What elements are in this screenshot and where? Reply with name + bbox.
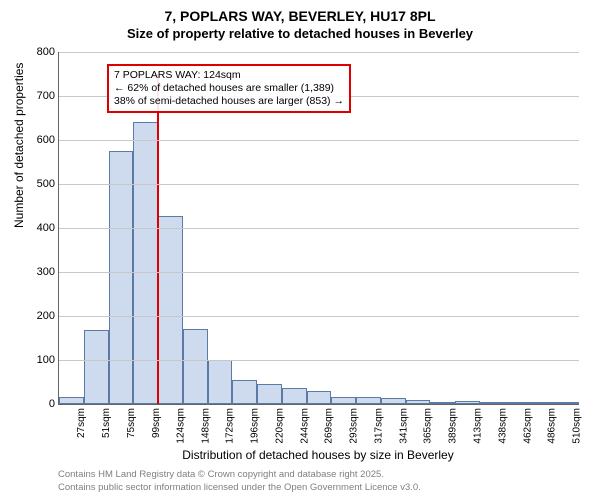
bar — [282, 388, 307, 404]
bar — [356, 397, 381, 404]
y-tick-label: 800 — [27, 46, 55, 58]
annotation-box: 7 POPLARS WAY: 124sqm← 62% of detached h… — [107, 64, 351, 113]
x-tick-label: 99sqm — [151, 404, 162, 438]
x-tick-label: 462sqm — [522, 404, 533, 444]
bar — [208, 360, 233, 404]
x-tick-label: 269sqm — [324, 404, 335, 444]
attribution-line1: Contains HM Land Registry data © Crown c… — [58, 469, 421, 481]
chart-subtitle: Size of property relative to detached ho… — [0, 26, 600, 41]
y-gridline — [59, 184, 579, 185]
x-tick-label: 27sqm — [76, 404, 87, 438]
x-tick-label: 244sqm — [299, 404, 310, 444]
y-gridline — [59, 228, 579, 229]
bar — [232, 380, 257, 404]
y-tick-label: 300 — [27, 266, 55, 278]
y-gridline — [59, 360, 579, 361]
attribution: Contains HM Land Registry data © Crown c… — [58, 469, 421, 494]
x-tick-label: 486sqm — [547, 404, 558, 444]
x-tick-label: 196sqm — [250, 404, 261, 444]
x-tick-label: 365sqm — [423, 404, 434, 444]
bar — [158, 216, 183, 404]
y-tick-label: 700 — [27, 90, 55, 102]
y-tick-label: 100 — [27, 354, 55, 366]
y-tick-label: 400 — [27, 222, 55, 234]
x-tick-label: 148sqm — [200, 404, 211, 444]
x-tick-label: 75sqm — [126, 404, 137, 438]
bar — [109, 151, 134, 404]
x-tick-label: 317sqm — [374, 404, 385, 444]
bar — [59, 397, 84, 404]
y-gridline — [59, 272, 579, 273]
bar — [331, 397, 356, 404]
y-gridline — [59, 52, 579, 53]
y-gridline — [59, 140, 579, 141]
marker-line — [157, 74, 159, 404]
chart-title: 7, POPLARS WAY, BEVERLEY, HU17 8PL — [0, 0, 600, 24]
annotation-line: ← 62% of detached houses are smaller (1,… — [114, 82, 344, 95]
bar — [84, 330, 109, 404]
y-tick-label: 0 — [27, 398, 55, 410]
bar — [307, 391, 332, 404]
annotation-line: 38% of semi-detached houses are larger (… — [114, 95, 344, 108]
y-tick-label: 600 — [27, 134, 55, 146]
x-tick-label: 220sqm — [274, 404, 285, 444]
x-tick-label: 389sqm — [448, 404, 459, 444]
chart-container: 7, POPLARS WAY, BEVERLEY, HU17 8PL Size … — [0, 0, 600, 500]
x-tick-label: 510sqm — [572, 404, 583, 444]
attribution-line2: Contains public sector information licen… — [58, 482, 421, 494]
x-tick-label: 293sqm — [349, 404, 360, 444]
y-tick-label: 500 — [27, 178, 55, 190]
y-gridline — [59, 316, 579, 317]
bar — [183, 329, 208, 404]
x-tick-label: 172sqm — [225, 404, 236, 444]
bar — [257, 384, 282, 404]
x-tick-label: 413sqm — [473, 404, 484, 444]
plot-area: 010020030040050060070080027sqm51sqm75sqm… — [58, 52, 579, 405]
y-tick-label: 200 — [27, 310, 55, 322]
x-tick-label: 124sqm — [175, 404, 186, 444]
x-tick-label: 438sqm — [497, 404, 508, 444]
x-axis-label: Distribution of detached houses by size … — [58, 448, 578, 462]
x-tick-label: 51sqm — [101, 404, 112, 438]
y-axis-label: Number of detached properties — [12, 63, 26, 228]
bar — [133, 122, 158, 404]
x-tick-label: 341sqm — [398, 404, 409, 444]
annotation-line: 7 POPLARS WAY: 124sqm — [114, 69, 344, 82]
